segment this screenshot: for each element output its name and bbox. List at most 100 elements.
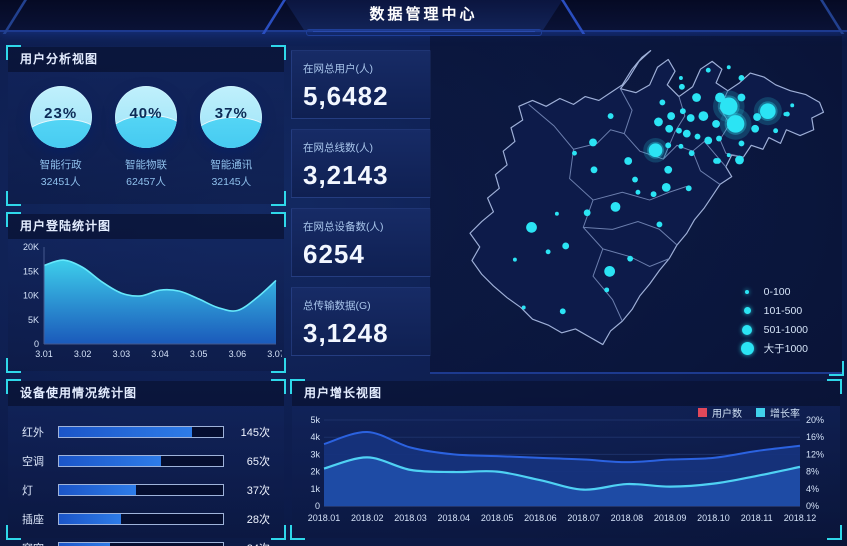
map-dot: [572, 150, 577, 156]
svg-text:2018.03: 2018.03: [394, 513, 427, 523]
map-dot: [678, 83, 685, 90]
device-label: 空调: [22, 456, 44, 468]
svg-text:10K: 10K: [23, 291, 39, 301]
stat-label: 在网总用户(人): [303, 63, 373, 75]
legend-label: 501-1000: [763, 323, 808, 336]
map-panel: 0-100 101-500 501-1000 大于1000: [430, 36, 844, 376]
device-usage-row: 窗帘 24次: [22, 537, 270, 546]
map-dot: [760, 103, 776, 119]
map-dot: [624, 157, 633, 165]
svg-text:2018.07: 2018.07: [567, 513, 600, 523]
corner-bracket: [829, 361, 844, 376]
map-dot: [632, 176, 638, 183]
svg-text:2018.11: 2018.11: [741, 513, 773, 523]
bar-track: [58, 455, 224, 467]
stat-value: 3,2143: [303, 160, 389, 190]
map-dot: [559, 308, 566, 315]
svg-text:3k: 3k: [310, 449, 320, 459]
map-dot: [590, 166, 598, 174]
svg-text:4k: 4k: [310, 432, 320, 442]
svg-text:3.05: 3.05: [190, 349, 208, 359]
svg-text:8%: 8%: [806, 467, 819, 477]
stat-label: 在网总线数(人): [303, 142, 373, 154]
growth-legend-item[interactable]: 增长率: [756, 405, 800, 420]
corner-bracket: [827, 379, 842, 394]
map-dot: [783, 112, 788, 117]
map-legend-item: 101-500: [740, 301, 808, 320]
device-value: 28次: [246, 514, 270, 526]
gauge-label: 智能通讯: [210, 159, 253, 171]
device-label: 红外: [22, 427, 44, 439]
corner-bracket: [271, 525, 286, 540]
district-border: [583, 221, 678, 246]
map-dot: [562, 242, 570, 250]
map-dot: [604, 265, 616, 277]
svg-text:3.07: 3.07: [267, 349, 282, 359]
map-dot: [554, 211, 559, 216]
map-dot: [604, 287, 610, 293]
stat-value: 5,6482: [303, 81, 389, 111]
svg-text:20K: 20K: [23, 242, 39, 252]
liquid-gauge: 40% 智能物联 62457人: [104, 86, 188, 189]
map-dot: [716, 135, 722, 142]
panel-title-login-stats: 用户登陆统计图: [8, 214, 284, 239]
map-legend-item: 大于1000: [740, 339, 808, 358]
map-dot: [692, 93, 701, 102]
gauge-liquid: [200, 118, 263, 148]
header-banner: 数据管理中心: [284, 0, 563, 30]
map-dot: [715, 92, 725, 103]
panel-title-device-usage: 设备使用情况统计图: [8, 381, 284, 406]
map-dot: [545, 249, 551, 255]
map-dot: [659, 99, 666, 106]
gauge-circle: 37%: [200, 86, 263, 148]
device-usage-row: 红外 145次: [22, 421, 270, 443]
map-dot: [713, 158, 719, 164]
map-dot: [738, 75, 745, 81]
svg-text:2018.05: 2018.05: [481, 513, 514, 523]
map-dot: [521, 305, 526, 310]
corner-bracket: [290, 379, 305, 394]
device-label: 窗帘: [22, 540, 58, 546]
bar-fill: [59, 456, 161, 466]
svg-text:2018.01: 2018.01: [308, 513, 341, 523]
map-dot: [665, 142, 672, 149]
header-underline-decor: [305, 29, 542, 36]
svg-text:3.02: 3.02: [74, 349, 92, 359]
liquid-gauge: 37% 智能通讯 32145人: [189, 86, 273, 189]
legend-swatch-icon: [698, 408, 707, 417]
map-dot: [704, 136, 713, 145]
banner-right-edge-decor: [559, 0, 586, 34]
map-dot: [686, 114, 695, 122]
district-border: [692, 151, 721, 185]
corner-bracket: [6, 45, 21, 60]
bar-track: [58, 542, 224, 546]
map-dot: [678, 143, 684, 149]
login-area-chart: 0 5K 10K 15K 20K 3.01 3.02 3.03 3.04 3.05 3.06 3.07: [23, 242, 282, 359]
map-dot: [665, 124, 674, 133]
svg-text:3.03: 3.03: [113, 349, 131, 359]
panel-title-user-growth: 用户增长视图: [292, 381, 840, 406]
device-usage-row: 灯 37次: [22, 479, 270, 501]
gauge-count: 32451人: [40, 176, 81, 188]
legend-label: 用户数: [712, 409, 742, 420]
map-dot: [650, 191, 657, 198]
district-border: [573, 129, 625, 150]
map-dot: [648, 143, 663, 158]
svg-text:3.06: 3.06: [229, 349, 247, 359]
legend-label: 0-100: [763, 285, 791, 298]
map-dot: [726, 115, 745, 133]
map-dot: [589, 138, 597, 147]
panel-user-analysis: 用户分析视图 23% 智能行政 32451人 40% 智能物联 62457人 37% 智能通讯…: [6, 45, 286, 206]
stat-card-online-users: 在网总用户(人) 5,6482: [291, 50, 431, 119]
svg-text:2018.09: 2018.09: [654, 513, 687, 523]
legend-label: 101-500: [763, 304, 803, 317]
legend-dot-icon: [740, 307, 755, 314]
map-dot: [685, 185, 692, 192]
corner-bracket: [6, 358, 21, 373]
bar-track: [58, 513, 224, 525]
gauge-count: 62457人: [126, 176, 166, 188]
map-dot: [688, 150, 695, 157]
growth-legend-item[interactable]: 用户数: [698, 405, 742, 420]
